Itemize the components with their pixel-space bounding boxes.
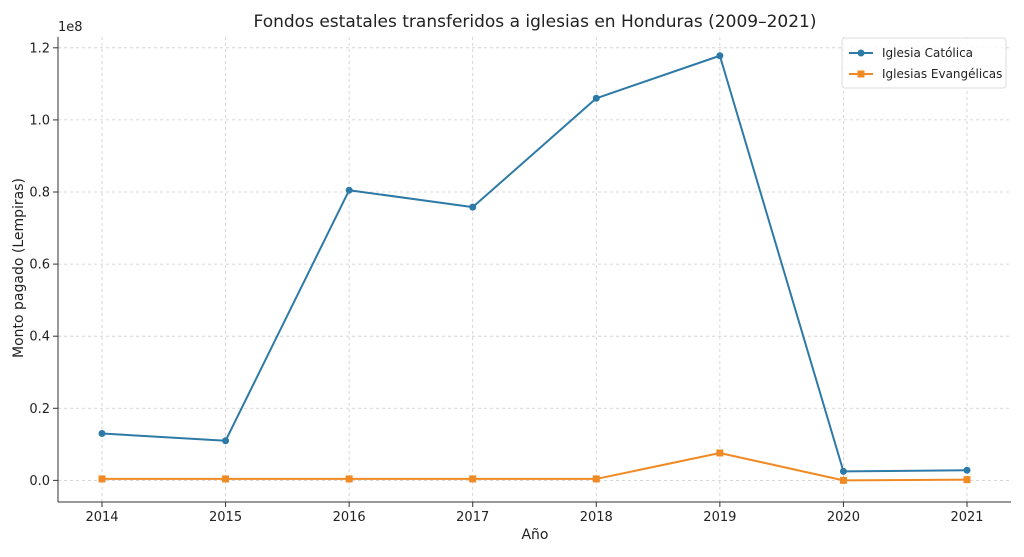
series-0-marker — [222, 437, 230, 445]
series-1-marker — [716, 449, 724, 457]
series-0-marker — [345, 186, 353, 194]
series-1-marker — [839, 476, 847, 484]
legend-marker-evangelicas — [857, 70, 865, 78]
legend-label-evangelicas: Iglesias Evangélicas — [882, 67, 1002, 81]
series-line-0 — [101, 54, 968, 473]
y-exponent-label: 1e8 — [58, 20, 83, 35]
series-0-marker — [469, 203, 477, 211]
series-0-marker — [98, 430, 106, 438]
series-1-marker — [963, 476, 971, 484]
legend: Iglesia Católica Iglesias Evangélicas — [841, 37, 1007, 89]
axes: 2014 2015 2016 2017 2018 2019 2020 2021 0.0 0.2 0.… — [29, 37, 1011, 525]
y-axis-label: Monto pagado (Lempiras) — [11, 178, 27, 358]
x-tick-label: 2014 — [85, 510, 118, 525]
y-tick-label: 1.0 — [29, 113, 50, 128]
series-1-marker — [469, 475, 477, 483]
y-tick-label: 0.8 — [29, 186, 50, 201]
legend-label-catolica: Iglesia Católica — [882, 46, 973, 60]
y-tick-label: 0.6 — [29, 258, 50, 273]
series-line-1 — [102, 451, 968, 482]
series-layer — [98, 52, 971, 484]
series-1-marker — [345, 475, 353, 483]
series-0-marker — [592, 94, 600, 102]
x-tick-label: 2019 — [703, 510, 736, 525]
legend-marker-catolica — [857, 49, 865, 57]
x-axis-label: Año — [521, 527, 548, 543]
series-0-marker — [716, 52, 724, 60]
chart-title: Fondos estatales transferidos a iglesias… — [254, 12, 817, 32]
x-tick-label: 2016 — [333, 510, 366, 525]
x-tick-label: 2020 — [827, 510, 860, 525]
series-1-marker — [592, 475, 600, 483]
y-tick-label: 0.2 — [29, 402, 50, 417]
x-tick-label: 2021 — [950, 510, 983, 525]
series-0-marker — [963, 466, 971, 474]
series-1-marker — [222, 475, 230, 483]
y-tick-label: 0.4 — [29, 330, 50, 345]
y-tick-label: 1.2 — [29, 41, 50, 56]
y-tick-label: 0.0 — [29, 474, 50, 489]
grid — [58, 37, 1011, 502]
x-tick-label: 2018 — [580, 510, 613, 525]
legend-box — [841, 37, 1007, 89]
x-tick-label: 2015 — [209, 510, 242, 525]
series-0-marker — [839, 467, 847, 475]
series-1-marker — [98, 475, 106, 483]
x-tick-label: 2017 — [456, 510, 489, 525]
